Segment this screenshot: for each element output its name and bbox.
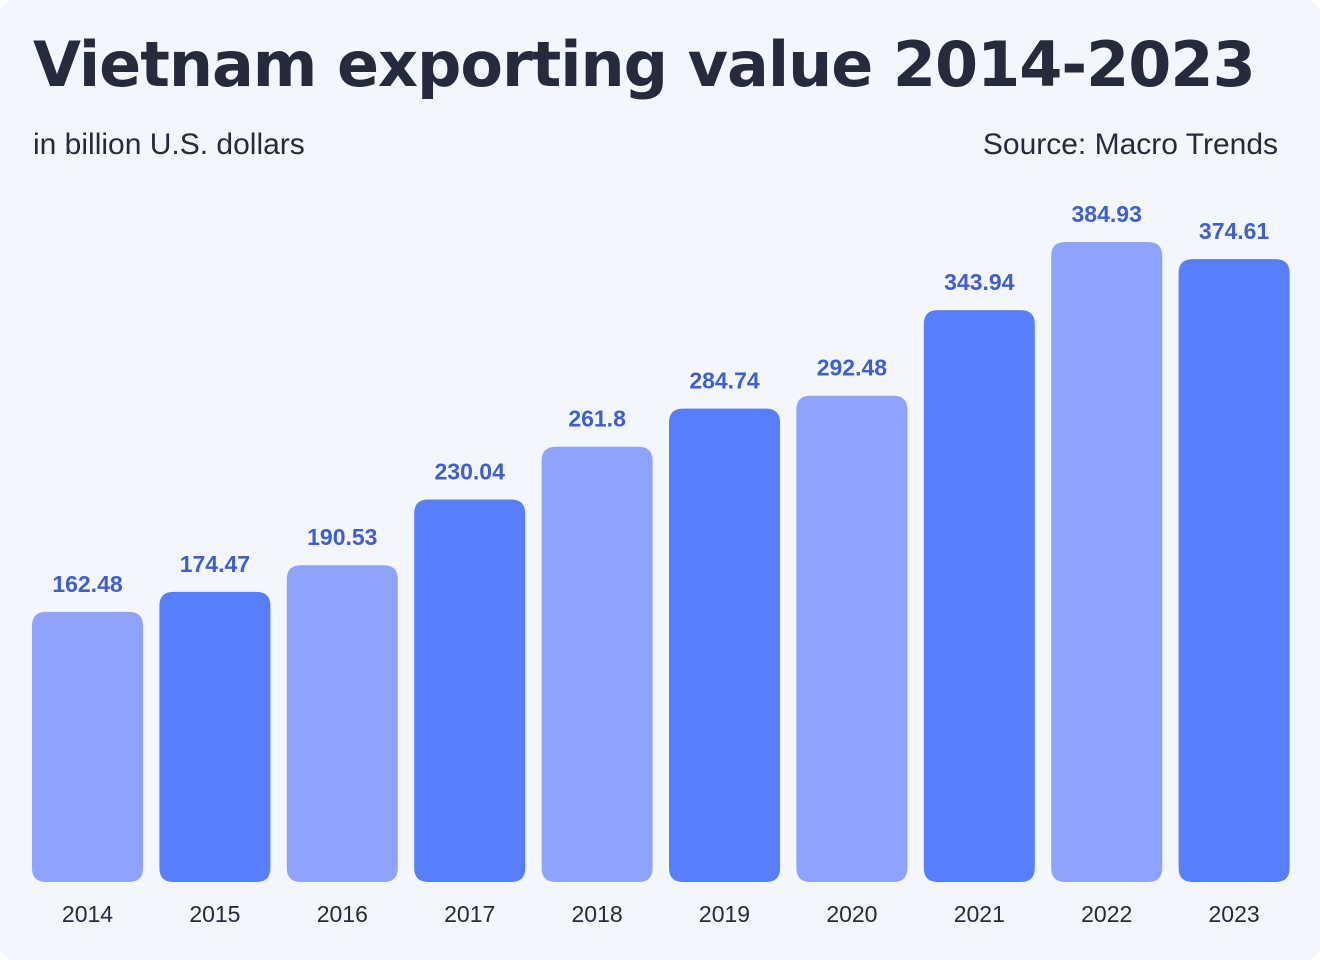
x-tick-label-2021: 2021 xyxy=(954,901,1005,927)
value-label-2017: 230.04 xyxy=(435,459,506,485)
bar-2015 xyxy=(159,591,271,882)
x-tick-label-2022: 2022 xyxy=(1081,901,1132,927)
bar-2023 xyxy=(1178,259,1290,882)
value-label-2023: 374.61 xyxy=(1199,218,1270,244)
bar-2022 xyxy=(1051,242,1163,882)
x-tick-label-2014: 2014 xyxy=(62,901,113,927)
bar-2016 xyxy=(286,565,398,882)
x-tick-label-2020: 2020 xyxy=(826,901,877,927)
bar-2014 xyxy=(32,611,143,882)
bar-2021 xyxy=(923,310,1035,882)
x-tick-label-2016: 2016 xyxy=(317,901,368,927)
value-label-2020: 292.48 xyxy=(817,355,888,381)
x-tick-label-2019: 2019 xyxy=(699,901,750,927)
x-tick-label-2017: 2017 xyxy=(444,901,495,927)
x-tick-label-2018: 2018 xyxy=(572,901,623,927)
value-label-2018: 261.8 xyxy=(568,406,626,432)
value-label-2021: 343.94 xyxy=(944,269,1015,295)
x-tick-label-2023: 2023 xyxy=(1209,901,1260,927)
chart-title: Vietnam exporting value 2014-2023 xyxy=(33,28,1256,101)
value-label-2015: 174.47 xyxy=(180,551,250,577)
value-label-2014: 162.48 xyxy=(52,571,123,597)
chart-subtitle: in billion U.S. dollars xyxy=(33,128,305,161)
value-label-2016: 190.53 xyxy=(307,524,377,550)
bar-2019 xyxy=(669,408,780,882)
bar-2017 xyxy=(414,499,526,882)
bar-2020 xyxy=(796,395,908,882)
chart-source: Source: Macro Trends xyxy=(982,128,1278,161)
bar-2018 xyxy=(541,446,653,882)
value-label-2022: 384.93 xyxy=(1072,201,1142,227)
value-label-2019: 284.74 xyxy=(689,368,760,394)
x-tick-label-2015: 2015 xyxy=(189,901,240,927)
